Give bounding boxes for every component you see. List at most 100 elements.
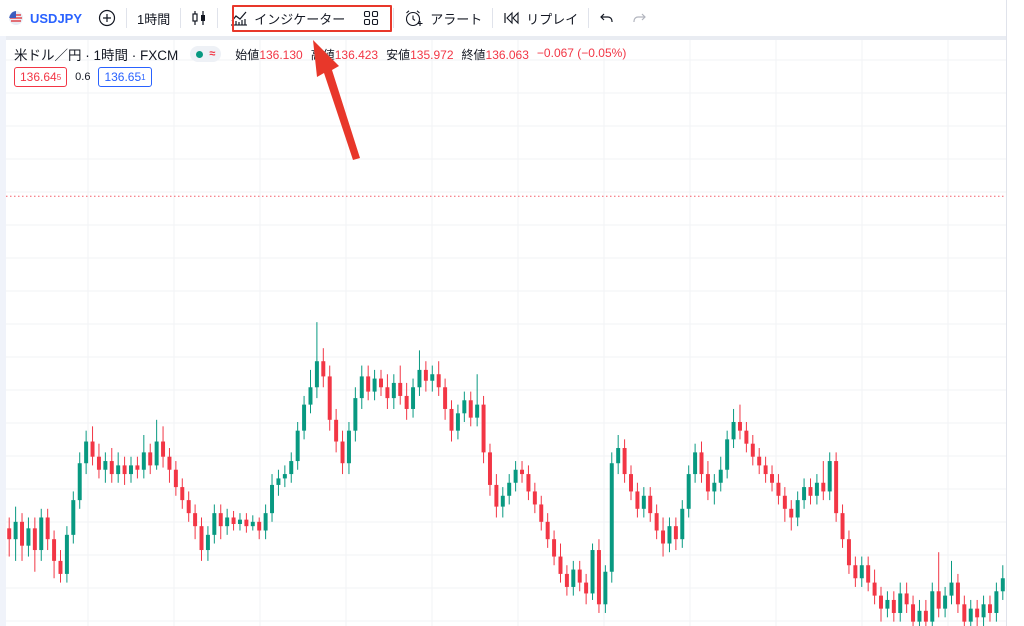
candle-body (109, 461, 114, 475)
candle-body (7, 528, 12, 540)
candle-body (987, 604, 992, 613)
candle-body (135, 465, 140, 470)
candle-body (782, 495, 787, 509)
toolbar-separator (588, 8, 590, 28)
series-title[interactable]: 米ドル／円 · 1時間 · FXCM (14, 48, 179, 63)
buy-price-pip: 1 (141, 72, 146, 82)
candles-layer (7, 322, 1005, 626)
candle-body (821, 482, 826, 492)
candle-body (270, 484, 275, 514)
candle-body (872, 582, 877, 596)
chart-grid (6, 40, 1006, 626)
replay-button[interactable]: リプレイ (495, 0, 586, 36)
us-flag-icon (9, 11, 23, 25)
candle-body (417, 369, 422, 388)
price-chart[interactable] (6, 40, 1006, 626)
symbol-search-button[interactable]: USDJPY (0, 0, 90, 36)
close-label: 終値 (461, 47, 486, 62)
candle-body (295, 430, 300, 462)
candle-body (71, 500, 76, 535)
candle-body (789, 508, 794, 518)
candle-body (923, 610, 928, 622)
alert-button[interactable]: アラート (396, 0, 490, 36)
candle-body (462, 400, 467, 414)
candle-body (45, 517, 50, 540)
candle-body (103, 461, 108, 470)
symbol-name: USDJPY (30, 10, 83, 26)
candle-body (327, 376, 332, 420)
candle-body (731, 421, 736, 440)
alert-clock-icon (406, 10, 423, 27)
candle-body (353, 398, 358, 431)
high-value: 136.423 (334, 47, 379, 62)
toolbar-separator (180, 8, 182, 28)
candle-body (289, 461, 294, 475)
templates-button[interactable] (353, 0, 389, 36)
candle-body (673, 526, 678, 540)
low-label: 安値 (386, 47, 411, 62)
candle-body (885, 599, 890, 609)
candle-body (943, 595, 948, 609)
ohlc-values: 始値136.130 高値136.423 安値135.972 終値136.063 … (235, 46, 628, 63)
candle-body (96, 456, 101, 470)
candle-body (558, 556, 563, 574)
candle-body (32, 528, 37, 551)
candle-body (346, 430, 351, 464)
candle-body (539, 504, 544, 522)
chart-toolbar: USDJPY 1時間 インジケーター (0, 0, 1006, 36)
market-status-badge[interactable]: ≈ (190, 46, 222, 62)
indicators-label: インジケーター (254, 11, 346, 27)
candle-body (141, 452, 146, 470)
redo-button[interactable] (623, 0, 655, 36)
chart-style-button[interactable] (183, 0, 215, 36)
candle-body (90, 441, 95, 457)
candle-body (282, 474, 287, 479)
candle-body (737, 421, 742, 431)
candle-body (186, 500, 191, 514)
candle-body (257, 521, 262, 531)
candle-body (366, 376, 371, 392)
candle-body (129, 465, 133, 475)
candle-body (494, 484, 499, 507)
candle-body (686, 474, 691, 509)
alert-label: アラート (430, 11, 483, 27)
candle-body (866, 565, 871, 583)
candle-body (891, 599, 896, 613)
add-symbol-icon (98, 9, 116, 27)
candle-body (648, 495, 653, 514)
add-symbol-button[interactable] (90, 0, 124, 36)
candle-body (564, 573, 569, 587)
candle-body (994, 591, 999, 613)
indicators-highlight-box (232, 5, 392, 32)
candle-body (776, 482, 781, 496)
candle-body (699, 452, 704, 475)
high-label: 高値 (310, 47, 335, 62)
candle-body (199, 526, 204, 551)
candle-body (859, 565, 864, 579)
candle-body (302, 404, 307, 431)
candle-body (904, 593, 909, 605)
interval-label: 1時間 (137, 11, 171, 27)
candle-body (795, 500, 800, 518)
candle-body (757, 456, 762, 466)
candle-body (334, 419, 339, 442)
toolbar-separator (217, 8, 219, 28)
left-panel-edge (0, 36, 6, 626)
candle-body (430, 374, 435, 381)
low-value: 135.972 (410, 47, 454, 62)
candle-body (58, 560, 63, 574)
candle-body (1000, 578, 1005, 592)
candle-body (500, 495, 505, 507)
undo-button[interactable] (591, 0, 623, 36)
interval-button[interactable]: 1時間 (129, 0, 178, 36)
candle-body (705, 474, 710, 492)
candle-body (584, 582, 589, 594)
candle-body (590, 550, 595, 594)
candle-body (154, 441, 159, 466)
sell-button[interactable]: 136.64 5 (14, 67, 68, 87)
candle-body (911, 604, 916, 622)
buy-button[interactable]: 136.65 1 (98, 67, 152, 87)
candle-body (385, 387, 390, 399)
candle-body (244, 519, 249, 527)
candle-body (148, 452, 153, 466)
